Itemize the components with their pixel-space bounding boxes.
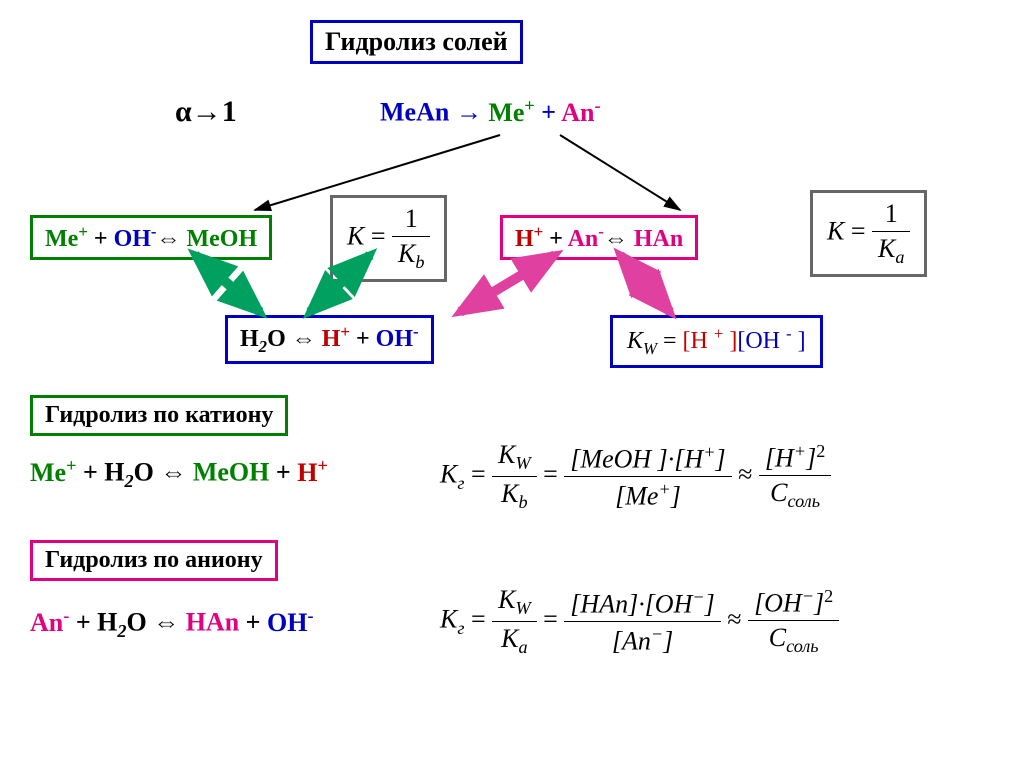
- arrow-green-1: [195, 255, 260, 312]
- cation-equation: Me+ + H2O ⇔ MeOH + H+: [30, 455, 328, 492]
- anion-section-title: Гидролиз по аниону: [30, 540, 278, 581]
- arrow-pink-2: [620, 255, 670, 312]
- kb-formula-box: K = 1Kb: [330, 195, 447, 282]
- anion-equation: An- + H2O ⇔ HAn + OH-: [30, 605, 314, 642]
- anion-hydrolysis-box: H+ + An-⇔ HAn: [500, 215, 698, 260]
- arrow-pink-1: [460, 255, 555, 312]
- kg-cation-formula: Kг = KWKb = [MeOH ]·[H+][Me+] ≈ [H+]2Cсо…: [440, 440, 831, 513]
- alpha-label: α→1: [175, 95, 237, 129]
- an-anion: An-: [561, 98, 600, 127]
- kw-formula-box: KW = [H + ][OH - ]: [610, 315, 823, 368]
- cation-hydrolysis-box: Me+ + OH-⇔ MeOH: [30, 215, 272, 260]
- mean-dissociation: MeAn → Me+ + An-: [380, 95, 601, 128]
- title-box: Гидролиз солей: [310, 20, 523, 64]
- me-cation: Me+: [488, 98, 534, 127]
- kg-anion-formula: Kг = KWKa = [HAn]·[OH−][An−] ≈ [OH−]2Cсо…: [440, 585, 839, 658]
- title-text: Гидролиз солей: [325, 27, 508, 56]
- water-dissociation-box: H2O ⇔ H+ + OH-: [225, 315, 434, 364]
- cation-section-title: Гидролиз по катиону: [30, 395, 288, 436]
- ka-formula-box: K = 1Ka: [810, 190, 927, 277]
- arrow-black-right: [560, 135, 680, 210]
